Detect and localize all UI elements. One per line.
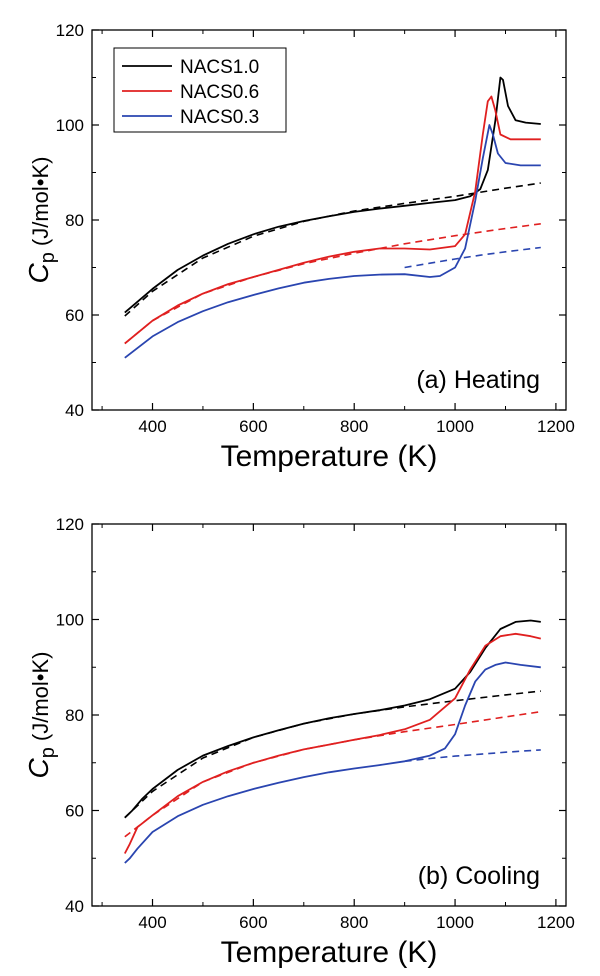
series-line-nacs0-3 xyxy=(124,124,541,359)
y-axis: 40 60 80 100 120 xyxy=(56,21,566,420)
series-line-nacs1-0 xyxy=(124,76,541,314)
series-line-nacs1-0 xyxy=(124,619,541,819)
x-tick-label: 600 xyxy=(239,417,267,436)
x-tick-label: 400 xyxy=(138,417,166,436)
x-tick-label: 800 xyxy=(340,913,368,932)
series-line-nacs0-3-extrapolation xyxy=(404,749,541,763)
series-lines xyxy=(124,619,542,864)
y-tick-label: 40 xyxy=(65,401,84,420)
series-line-nacs0-3-extrapolation xyxy=(404,246,541,269)
series-line-nacs1-0-extrapolation xyxy=(124,182,541,317)
y-tick-label: 40 xyxy=(65,897,84,916)
y-axis-label: Cp (J/mol•K) xyxy=(23,652,59,779)
panel-cooling: 400 600 800 1000 1200 40 60 80 100 120 Temperature… xyxy=(23,515,575,969)
y-label-symbol: C xyxy=(23,757,54,778)
y-tick-label: 60 xyxy=(65,306,84,325)
x-axis: 400 600 800 1000 1200 xyxy=(101,524,575,932)
x-tick-label: 1200 xyxy=(537,417,575,436)
y-tick-label: 120 xyxy=(56,515,84,534)
legend-label: NACS0.6 xyxy=(180,82,259,103)
y-tick-label: 80 xyxy=(65,211,84,230)
y-tick-label: 100 xyxy=(56,611,84,630)
panel-annotation: (a) Heating xyxy=(416,366,540,394)
y-label-unit: (J/mol•K) xyxy=(28,157,53,247)
y-tick-label: 100 xyxy=(56,116,84,135)
x-tick-label: 1000 xyxy=(436,417,474,436)
y-label-symbol: C xyxy=(23,262,54,283)
legend: NACS1.0 NACS0.6 NACS0.3 xyxy=(113,47,287,133)
x-axis-label: Temperature (K) xyxy=(221,936,438,969)
panel-heating: 400 600 800 1000 1200 40 60 80 100 120 Temperature… xyxy=(23,21,575,473)
x-tick-label: 600 xyxy=(239,913,267,932)
legend-label: NACS0.3 xyxy=(180,107,259,128)
x-axis-label: Temperature (K) xyxy=(221,440,438,473)
y-tick-label: 80 xyxy=(65,706,84,725)
series-line-nacs0-6 xyxy=(124,95,541,345)
x-tick-label: 1200 xyxy=(537,913,575,932)
plot-frame xyxy=(91,523,567,907)
y-tick-label: 60 xyxy=(65,802,84,821)
series-line-nacs0-6-extrapolation xyxy=(124,710,541,838)
y-label-subscript: p xyxy=(37,747,59,758)
x-tick-label: 1000 xyxy=(436,913,474,932)
y-label-unit: (J/mol•K) xyxy=(28,652,53,742)
y-axis: 40 60 80 100 120 xyxy=(56,515,566,916)
series-lines xyxy=(124,76,541,359)
y-tick-label: 120 xyxy=(56,21,84,40)
x-axis: 400 600 800 1000 1200 xyxy=(101,30,575,436)
legend-box xyxy=(113,47,287,133)
x-tick-label: 400 xyxy=(138,913,166,932)
legend-label: NACS1.0 xyxy=(180,57,259,78)
series-line-nacs0-6-extrapolation xyxy=(124,223,541,345)
x-tick-label: 800 xyxy=(340,417,368,436)
y-label-subscript: p xyxy=(37,252,59,263)
series-line-nacs1-0-extrapolation xyxy=(124,690,541,819)
y-axis-label: Cp (J/mol•K) xyxy=(23,157,59,284)
panel-annotation: (b) Cooling xyxy=(418,862,540,890)
series-line-nacs0-3 xyxy=(124,661,541,864)
